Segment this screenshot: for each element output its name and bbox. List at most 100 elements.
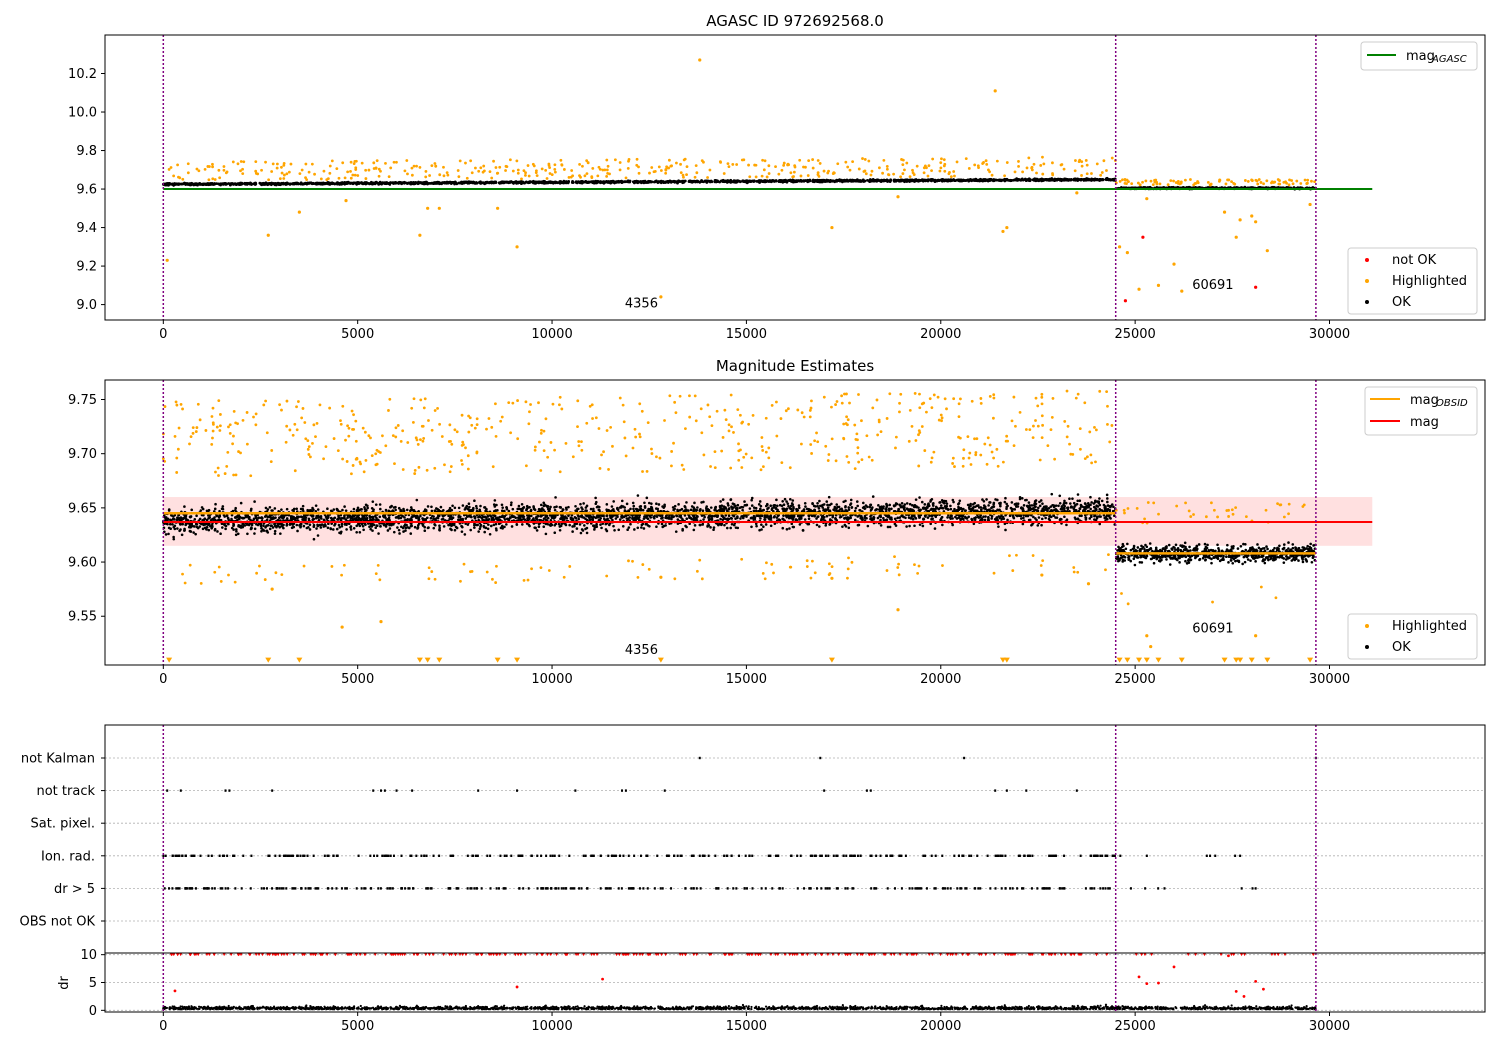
highlighted-point [307, 170, 311, 174]
highlighted-point [406, 172, 409, 176]
highlighted-point [1299, 182, 1303, 185]
highlighted-point [465, 176, 469, 180]
highlighted-point [993, 89, 997, 93]
ok-point [340, 182, 344, 186]
highlighted-point [870, 169, 874, 173]
ok-point [416, 182, 420, 185]
ok-point [607, 523, 611, 527]
highlighted-point [456, 169, 460, 172]
highlighted-point [1105, 169, 1108, 172]
ok-point [489, 524, 493, 528]
highlighted-point [1310, 179, 1313, 183]
ok-point [521, 181, 525, 184]
ok-point [326, 182, 330, 186]
highlighted-point [241, 172, 245, 176]
ok-point [364, 181, 368, 185]
ok-point [838, 179, 842, 183]
highlighted-point [349, 160, 353, 164]
highlighted-point [531, 162, 535, 166]
ok-point [788, 527, 791, 530]
highlighted-point [1125, 251, 1129, 255]
ok-point [230, 517, 233, 521]
ok-point [432, 526, 436, 530]
ok-point [893, 517, 897, 521]
ok-point [413, 181, 417, 184]
ok-point [631, 180, 635, 184]
ok-point [781, 499, 784, 503]
ok-point [273, 532, 277, 535]
highlighted-point [930, 169, 933, 172]
highlighted-point [304, 162, 308, 166]
ok-point [439, 505, 443, 509]
highlighted-point [578, 163, 581, 166]
highlighted-point [605, 168, 609, 172]
highlighted-point [495, 171, 499, 175]
ok-point [472, 180, 476, 184]
y-tick-label: 9.8 [76, 144, 97, 159]
ok-point [425, 516, 429, 520]
highlighted-point [605, 158, 609, 162]
highlighted-point [1189, 178, 1192, 181]
ok-point [721, 514, 724, 518]
ok-point [221, 507, 225, 511]
ok-point [288, 182, 292, 186]
ok-point [286, 182, 290, 186]
highlighted-point [864, 172, 868, 176]
ok-point [207, 528, 211, 532]
ok-point [510, 525, 514, 528]
ok-point [199, 509, 203, 512]
ok-point [798, 523, 802, 526]
highlighted-point [553, 170, 557, 174]
highlighted-point [1149, 179, 1153, 183]
ok-point [918, 178, 921, 182]
highlighted-point [1287, 183, 1291, 187]
highlighted-point [1080, 164, 1084, 168]
ok-point [977, 179, 981, 183]
ok-point [511, 507, 515, 511]
highlighted-point [1025, 166, 1029, 170]
ok-point [565, 508, 568, 511]
ok-point [620, 499, 624, 503]
highlighted-point [377, 174, 381, 178]
highlighted-point [1226, 178, 1229, 182]
ok-point [524, 180, 528, 184]
highlighted-point [747, 163, 750, 167]
ok-point [501, 506, 504, 510]
ok-point [953, 179, 957, 183]
ok-point [167, 532, 170, 536]
highlighted-point [637, 171, 641, 175]
highlighted-point [1041, 155, 1044, 159]
highlighted-point [560, 163, 564, 167]
highlighted-point [319, 177, 323, 181]
ok-point [687, 180, 691, 183]
ok-point [858, 179, 862, 182]
ok-point [825, 514, 829, 518]
ok-point [625, 502, 629, 506]
highlighted-point [548, 172, 552, 175]
ok-point [1089, 507, 1092, 511]
highlighted-point [1180, 289, 1184, 293]
highlighted-point [806, 174, 810, 177]
ok-point [676, 508, 679, 512]
highlighted-point [1117, 245, 1122, 249]
ok-point [1033, 500, 1037, 503]
highlighted-point [877, 166, 881, 170]
ok-point [1040, 523, 1043, 527]
highlighted-point [1172, 262, 1176, 266]
ok-point [398, 532, 401, 535]
ok-point [1063, 515, 1066, 519]
ok-point [933, 179, 936, 182]
ok-point [914, 498, 918, 501]
ok-point [791, 509, 795, 512]
ok-point [557, 522, 561, 526]
ok-point [776, 504, 779, 508]
ok-point [378, 515, 382, 519]
highlighted-point [344, 199, 348, 203]
ok-point [176, 182, 179, 186]
panel1-legend-upper: mag AGASC [1360, 41, 1478, 71]
highlighted-point [774, 165, 777, 169]
highlighted-point [1118, 179, 1122, 183]
highlighted-point [988, 170, 991, 174]
ok-point [223, 515, 226, 518]
